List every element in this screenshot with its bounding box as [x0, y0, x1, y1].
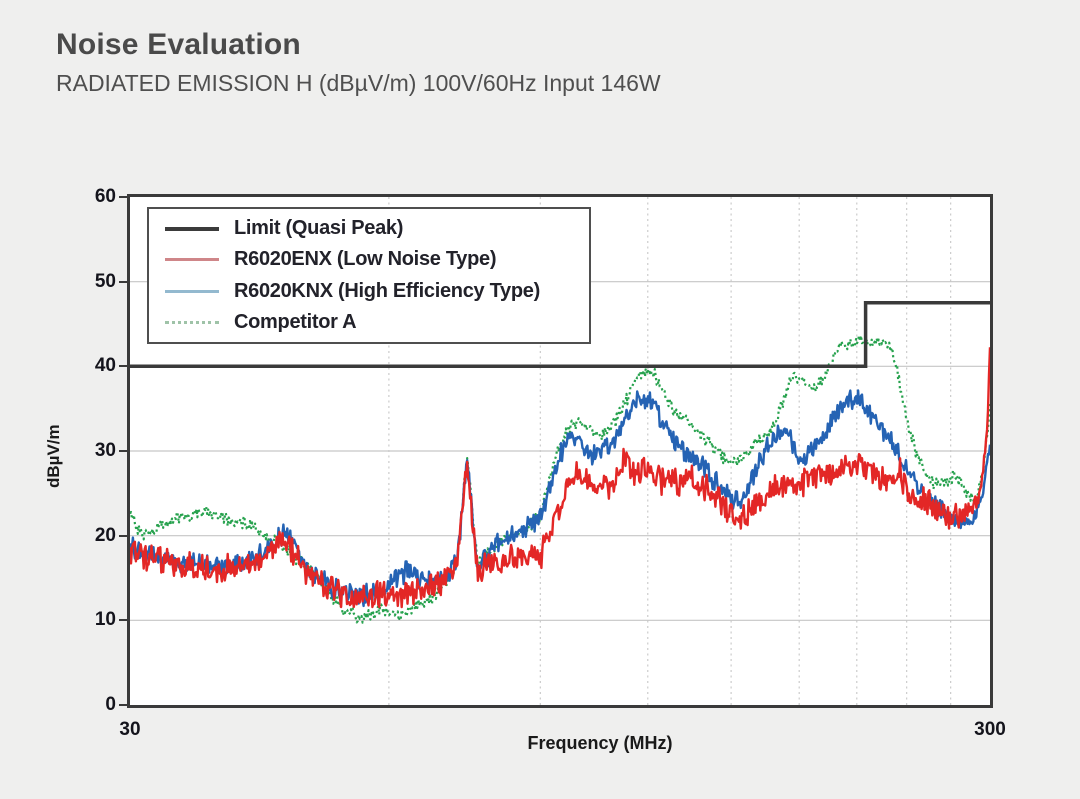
series-line-r6020enx: [130, 347, 990, 609]
series-line-competitor-a: [130, 334, 990, 624]
limit-line-sample-icon: [165, 226, 219, 231]
x-tick-label-min: 30: [119, 719, 141, 740]
y-tick-label: 10: [94, 609, 116, 631]
series-line-r6020knx: [130, 389, 990, 608]
red-line-sample-icon: [165, 258, 219, 262]
y-tick-mark: [119, 196, 127, 198]
series-line-limit: [130, 301, 990, 369]
legend-item-r6020enx: R6020ENX (Low Noise Type): [165, 244, 589, 275]
page-title: Noise Evaluation: [56, 28, 301, 61]
x-axis-title: Frequency (MHz): [527, 733, 673, 753]
blue-line-sample-icon: [165, 289, 219, 293]
y-tick-label: 60: [94, 186, 116, 207]
x-tick-label-max: 300: [974, 719, 1006, 740]
page-subtitle: RADIATED EMISSION H (dBµV/m) 100V/60Hz I…: [56, 70, 661, 96]
y-tick-mark: [119, 450, 127, 452]
y-tick-mark: [119, 280, 127, 283]
y-tick-mark: [119, 365, 127, 368]
y-tick-label: 40: [94, 355, 116, 377]
y-tick-label: 20: [94, 524, 116, 546]
y-tick-mark: [119, 704, 127, 706]
chart-canvas: [130, 197, 990, 705]
y-tick-label: 30: [94, 440, 116, 461]
y-tick-mark: [119, 534, 127, 537]
legend-item-limit: Limit (Quasi Peak): [165, 213, 589, 244]
y-tick-mark: [119, 619, 127, 622]
legend-label: Competitor A: [234, 310, 357, 333]
legend-label: R6020ENX (Low Noise Type): [234, 248, 497, 271]
legend-label: R6020KNX (High Efficiency Type): [234, 279, 540, 302]
legend: Limit (Quasi Peak) R6020ENX (Low Noise T…: [147, 207, 591, 344]
y-tick-label: 0: [105, 694, 116, 715]
legend-item-competitor-a: Competitor A: [165, 307, 589, 338]
legend-label: Limit (Quasi Peak): [234, 217, 404, 240]
y-tick-label: 50: [94, 270, 116, 292]
legend-item-r6020knx: R6020KNX (High Efficiency Type): [165, 276, 589, 307]
green-dotted-line-sample-icon: [165, 320, 219, 324]
